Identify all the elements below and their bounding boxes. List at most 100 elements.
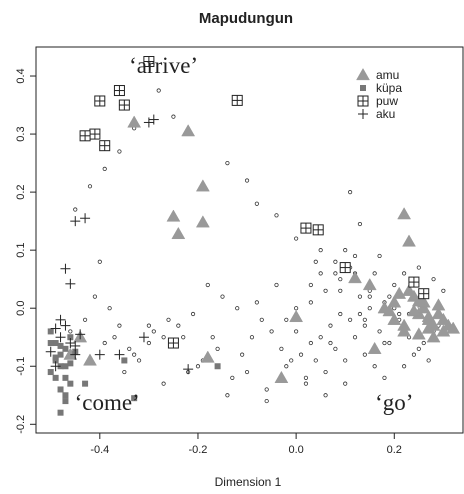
amu-point-34	[431, 298, 446, 311]
unlabeled-point-52	[362, 323, 367, 328]
amu-point-3	[166, 209, 181, 222]
unlabeled-point-117	[387, 294, 392, 299]
unlabeled-point-48	[303, 375, 309, 380]
unlabeled-point-71	[166, 317, 171, 322]
unlabeled-point-75	[107, 306, 112, 311]
aku-point-2	[60, 263, 71, 274]
unlabeled-point-0	[156, 88, 161, 93]
unlabeled-point-110	[264, 398, 269, 404]
unlabeled-point-125	[68, 329, 73, 334]
kxpa-point-0	[47, 328, 54, 335]
unlabeled-point-23	[357, 221, 363, 227]
aku-point-4	[55, 314, 66, 325]
unlabeled-point-27	[308, 340, 313, 346]
unlabeled-point-28	[298, 352, 304, 357]
puw-point-0	[143, 56, 155, 68]
puw-point-3	[89, 128, 101, 140]
unlabeled-point-30	[279, 346, 284, 351]
amu-point-16	[397, 207, 412, 220]
unlabeled-point-102	[308, 282, 313, 288]
aku-point-9	[75, 329, 86, 340]
unlabeled-point-105	[357, 311, 363, 317]
unlabeled-point-47	[313, 358, 318, 363]
unlabeled-point-5	[87, 184, 93, 189]
unlabeled-point-94	[343, 381, 348, 386]
unlabeled-point-40	[132, 352, 137, 357]
unlabeled-point-97	[303, 381, 309, 386]
unlabeled-point-38	[161, 335, 166, 340]
kxpa-point-16	[67, 360, 74, 367]
aku-point-1	[80, 213, 91, 224]
unlabeled-point-31	[269, 329, 274, 334]
unlabeled-point-12	[318, 248, 323, 253]
unlabeled-point-74	[122, 369, 127, 375]
unlabeled-point-88	[254, 300, 259, 305]
kxpa-point-22	[131, 395, 138, 402]
aku-point-19	[138, 332, 149, 343]
legend-label-3: aku	[376, 107, 395, 121]
amu-point-28	[397, 324, 412, 337]
unlabeled-point-109	[210, 335, 215, 340]
plot-area	[35, 46, 464, 434]
unlabeled-point-64	[367, 306, 372, 311]
unlabeled-point-13	[333, 259, 338, 264]
unlabeled-point-41	[117, 323, 122, 328]
unlabeled-point-79	[411, 352, 417, 357]
aku-point-16	[94, 349, 105, 360]
unlabeled-point-11	[294, 236, 299, 241]
aku-point-17	[114, 349, 125, 360]
amu-point-15	[387, 295, 402, 308]
puw-point-2	[113, 85, 125, 97]
puw-point-10	[339, 262, 351, 274]
unlabeled-point-24	[338, 311, 343, 317]
aku-point-8	[70, 349, 81, 360]
legend-marker-3	[358, 109, 368, 119]
kxpa-point-2	[57, 351, 64, 358]
unlabeled-point-112	[127, 346, 132, 351]
unlabeled-point-96	[382, 340, 387, 346]
chart-title: Mapudungun	[199, 10, 293, 27]
unlabeled-point-45	[372, 364, 377, 369]
unlabeled-point-108	[225, 393, 230, 398]
kxpa-point-14	[57, 342, 64, 349]
unlabeled-point-70	[181, 335, 186, 340]
unlabeled-point-37	[176, 323, 181, 328]
kxpa-point-10	[57, 409, 64, 416]
unlabeled-point-99	[328, 340, 333, 346]
puw-point-8	[300, 222, 312, 234]
unlabeled-point-121	[426, 358, 431, 363]
unlabeled-point-61	[338, 277, 343, 282]
amu-point-9	[83, 353, 97, 366]
x-tick-label-3: 0.2	[387, 444, 402, 456]
y-tick-label-4: 0.2	[15, 184, 27, 199]
unlabeled-point-69	[195, 364, 201, 369]
amu-point-6	[200, 350, 215, 363]
unlabeled-point-111	[146, 323, 151, 328]
puw-point-12	[418, 288, 430, 300]
x-axis: -0.4 -0.2 0.0 0.2	[90, 433, 402, 456]
puw-point-7	[231, 94, 243, 106]
amu-point-36	[421, 309, 436, 323]
puw-point-11	[408, 276, 420, 288]
region-label-0: ‘arrive’	[129, 53, 198, 78]
unlabeled-point-68	[264, 387, 269, 392]
unlabeled-point-116	[294, 306, 299, 311]
region-label-1: ‘come’	[75, 390, 140, 415]
unlabeled-point-4	[102, 166, 107, 171]
unlabeled-point-83	[372, 271, 377, 276]
aku-point-0	[70, 216, 81, 227]
unlabeled-point-92	[161, 381, 166, 386]
unlabeled-point-73	[136, 358, 142, 363]
unlabeled-point-26	[318, 335, 323, 340]
unlabeled-point-67	[230, 375, 235, 380]
legend-marker-1	[360, 85, 366, 91]
unlabeled-point-118	[397, 311, 402, 317]
aku-point-5	[55, 332, 66, 343]
amu-point-38	[392, 286, 407, 299]
unlabeled-point-17	[392, 282, 397, 288]
unlabeled-point-101	[367, 294, 372, 299]
y-tick-label-0: -0.2	[15, 415, 27, 434]
unlabeled-point-93	[323, 393, 328, 398]
unlabeled-point-103	[318, 271, 323, 276]
